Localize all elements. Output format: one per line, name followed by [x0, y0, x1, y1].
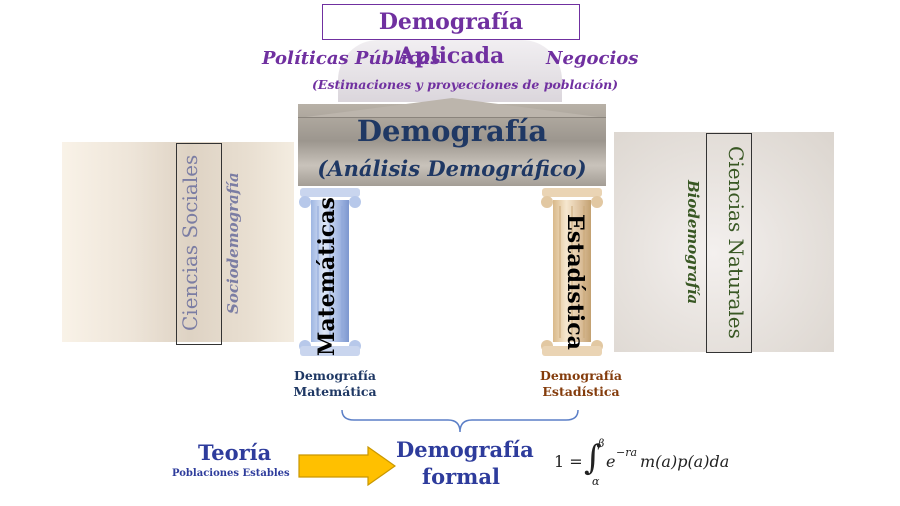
formal-demography-line1: Demografía	[396, 436, 526, 463]
stable-populations-label: Poblaciones Estables	[172, 468, 290, 479]
demography-title: Demografía	[298, 114, 606, 148]
stat-demography-line1: Demografía	[526, 368, 636, 384]
equation-exp-base: e	[606, 452, 615, 471]
statistics-pillar-label: Estadística	[556, 208, 588, 356]
grouping-brace	[340, 408, 580, 434]
applied-demography-title: Demografía Aplicada	[322, 4, 580, 40]
theory-label: Teoría	[198, 440, 271, 465]
stat-demography-line2: Estadística	[526, 384, 636, 400]
demographic-analysis-subtitle: (Análisis Demográfico)	[298, 156, 606, 181]
lotka-equation-lhs: 1 =	[554, 452, 583, 471]
estimates-label: (Estimaciones y proyecciones de població…	[312, 77, 618, 92]
integral-lower-limit: α	[592, 475, 599, 488]
integral-upper-limit: β	[598, 437, 604, 450]
mathematics-pillar-label: Matemáticas	[314, 208, 346, 356]
arrow-icon	[298, 446, 396, 486]
natural-sciences-label: Ciencias Naturales	[708, 133, 748, 351]
sociodemography-label: Sociodemografía	[224, 143, 250, 343]
math-demography-line1: Demografía	[280, 368, 390, 384]
math-demography-label: Demografía Matemática	[280, 368, 390, 400]
social-sciences-label: Ciencias Sociales	[178, 143, 218, 343]
equation-integrand: m(a)p(a)da	[640, 452, 729, 471]
biodemography-label: Biodemografía	[676, 133, 702, 351]
formal-demography-line2: formal	[396, 463, 526, 490]
stat-demography-label: Demografía Estadística	[526, 368, 636, 400]
public-policy-label: Políticas Públicas	[262, 48, 441, 69]
math-demography-line2: Matemática	[280, 384, 390, 400]
formal-demography-label: Demografía formal	[396, 436, 526, 490]
business-label: Negocios	[546, 48, 638, 69]
equation-exponent: −ra	[616, 446, 637, 459]
